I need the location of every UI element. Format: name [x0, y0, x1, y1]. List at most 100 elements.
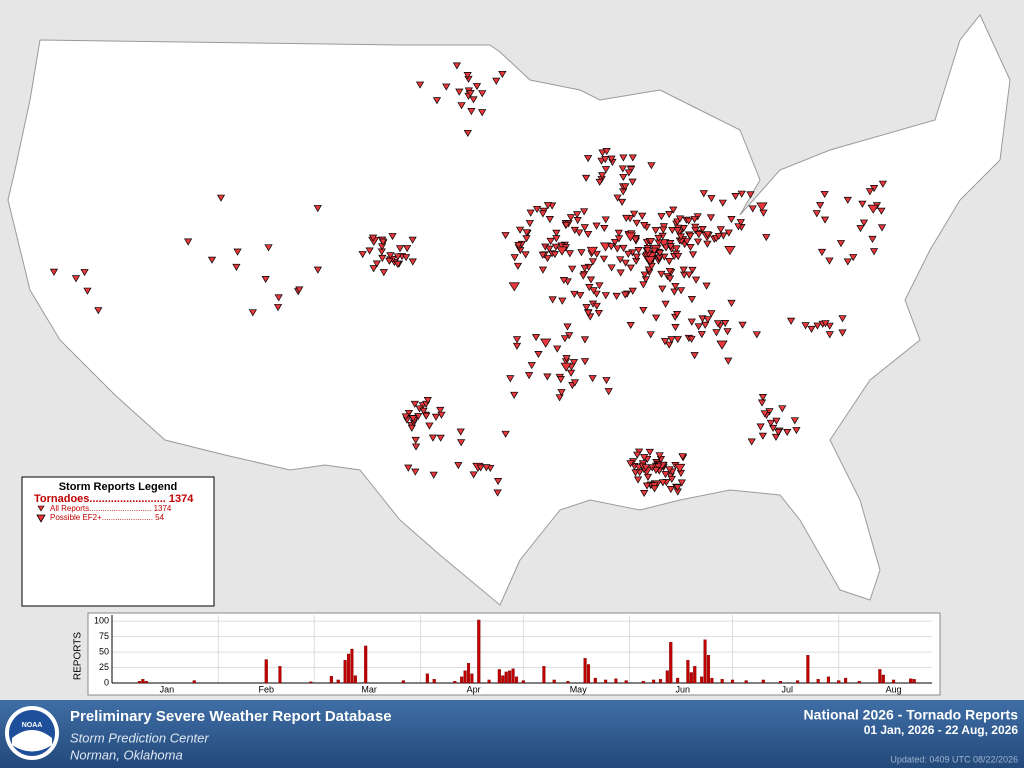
report-marker — [501, 430, 510, 438]
report-marker — [665, 211, 674, 219]
report-marker — [80, 269, 89, 277]
report-marker — [634, 247, 643, 255]
report-marker — [436, 434, 445, 442]
bar — [604, 679, 608, 684]
report-marker — [727, 299, 736, 307]
report-marker — [601, 156, 610, 164]
report-marker — [592, 302, 601, 310]
report-marker — [825, 331, 834, 339]
report-marker — [592, 222, 601, 230]
report-marker — [727, 216, 736, 224]
report-marker — [552, 235, 561, 243]
report-marker — [555, 394, 564, 402]
bar — [778, 680, 783, 684]
bar — [826, 676, 830, 684]
report-marker — [573, 217, 582, 225]
report-marker — [760, 410, 769, 418]
bar — [343, 659, 347, 684]
report-marker — [694, 231, 704, 239]
report-marker — [467, 108, 476, 116]
report-marker — [783, 428, 792, 437]
report-marker — [677, 479, 686, 487]
report-marker — [498, 70, 507, 78]
report-marker — [685, 271, 694, 279]
report-marker — [748, 205, 757, 213]
report-marker — [737, 190, 746, 198]
report-marker — [713, 320, 723, 328]
report-marker — [672, 245, 681, 253]
report-marker — [813, 322, 822, 330]
report-marker — [543, 255, 552, 263]
report-marker — [522, 229, 531, 237]
y-tick-label: 0 — [104, 677, 109, 687]
report-marker — [452, 62, 462, 70]
x-tick-label: Jul — [782, 684, 794, 694]
report-marker — [746, 191, 755, 199]
report-marker — [668, 226, 677, 235]
report-marker — [415, 81, 425, 89]
report-marker — [607, 264, 616, 272]
bar — [432, 679, 436, 684]
footer — [0, 700, 1024, 768]
report-marker — [431, 413, 441, 421]
report-marker — [856, 225, 865, 233]
report-marker — [665, 258, 674, 266]
report-marker — [595, 178, 604, 186]
bar — [878, 669, 882, 684]
report-marker — [686, 244, 695, 252]
report-marker — [721, 320, 730, 328]
report-marker — [825, 257, 834, 265]
report-marker — [714, 232, 723, 240]
report-marker — [601, 216, 610, 224]
bar — [144, 680, 148, 684]
bar — [364, 645, 368, 684]
report-marker — [540, 338, 552, 348]
report-marker — [527, 362, 536, 370]
report-marker — [455, 88, 464, 96]
report-marker — [49, 268, 59, 276]
report-marker — [838, 315, 847, 323]
report-marker — [604, 388, 613, 396]
report-marker — [673, 484, 682, 492]
report-marker — [454, 462, 463, 470]
bar — [329, 676, 333, 684]
bar — [837, 680, 841, 684]
report-marker — [565, 250, 574, 258]
report-marker — [388, 233, 397, 241]
report-marker — [576, 292, 585, 300]
report-marker — [688, 251, 698, 259]
report-marker — [543, 202, 553, 210]
report-marker — [757, 399, 767, 407]
report-marker — [628, 287, 637, 295]
report-marker — [584, 230, 593, 239]
bar — [401, 680, 405, 684]
report-marker — [758, 432, 767, 440]
report-marker — [731, 193, 740, 201]
bar — [466, 663, 471, 684]
report-marker — [617, 198, 627, 206]
report-marker — [476, 464, 485, 472]
report-marker — [599, 255, 609, 263]
y-axis-label: REPORTS — [73, 632, 84, 680]
report-marker — [838, 329, 847, 337]
report-marker — [679, 266, 688, 274]
legend-box — [21, 476, 215, 607]
report-marker — [358, 251, 367, 259]
bar — [806, 655, 810, 684]
report-marker — [632, 219, 641, 227]
report-marker — [386, 252, 395, 260]
report-marker — [600, 224, 609, 233]
report-marker — [786, 317, 796, 325]
report-marker — [640, 454, 649, 462]
report-marker — [368, 234, 378, 242]
report-marker — [670, 288, 679, 296]
report-marker — [669, 206, 678, 214]
report-marker — [645, 448, 654, 456]
report-marker — [674, 253, 683, 261]
report-marker — [457, 102, 466, 110]
report-marker — [601, 166, 611, 174]
report-marker — [402, 254, 411, 262]
report-marker — [626, 264, 635, 272]
report-marker — [643, 473, 653, 481]
bar — [816, 679, 820, 684]
